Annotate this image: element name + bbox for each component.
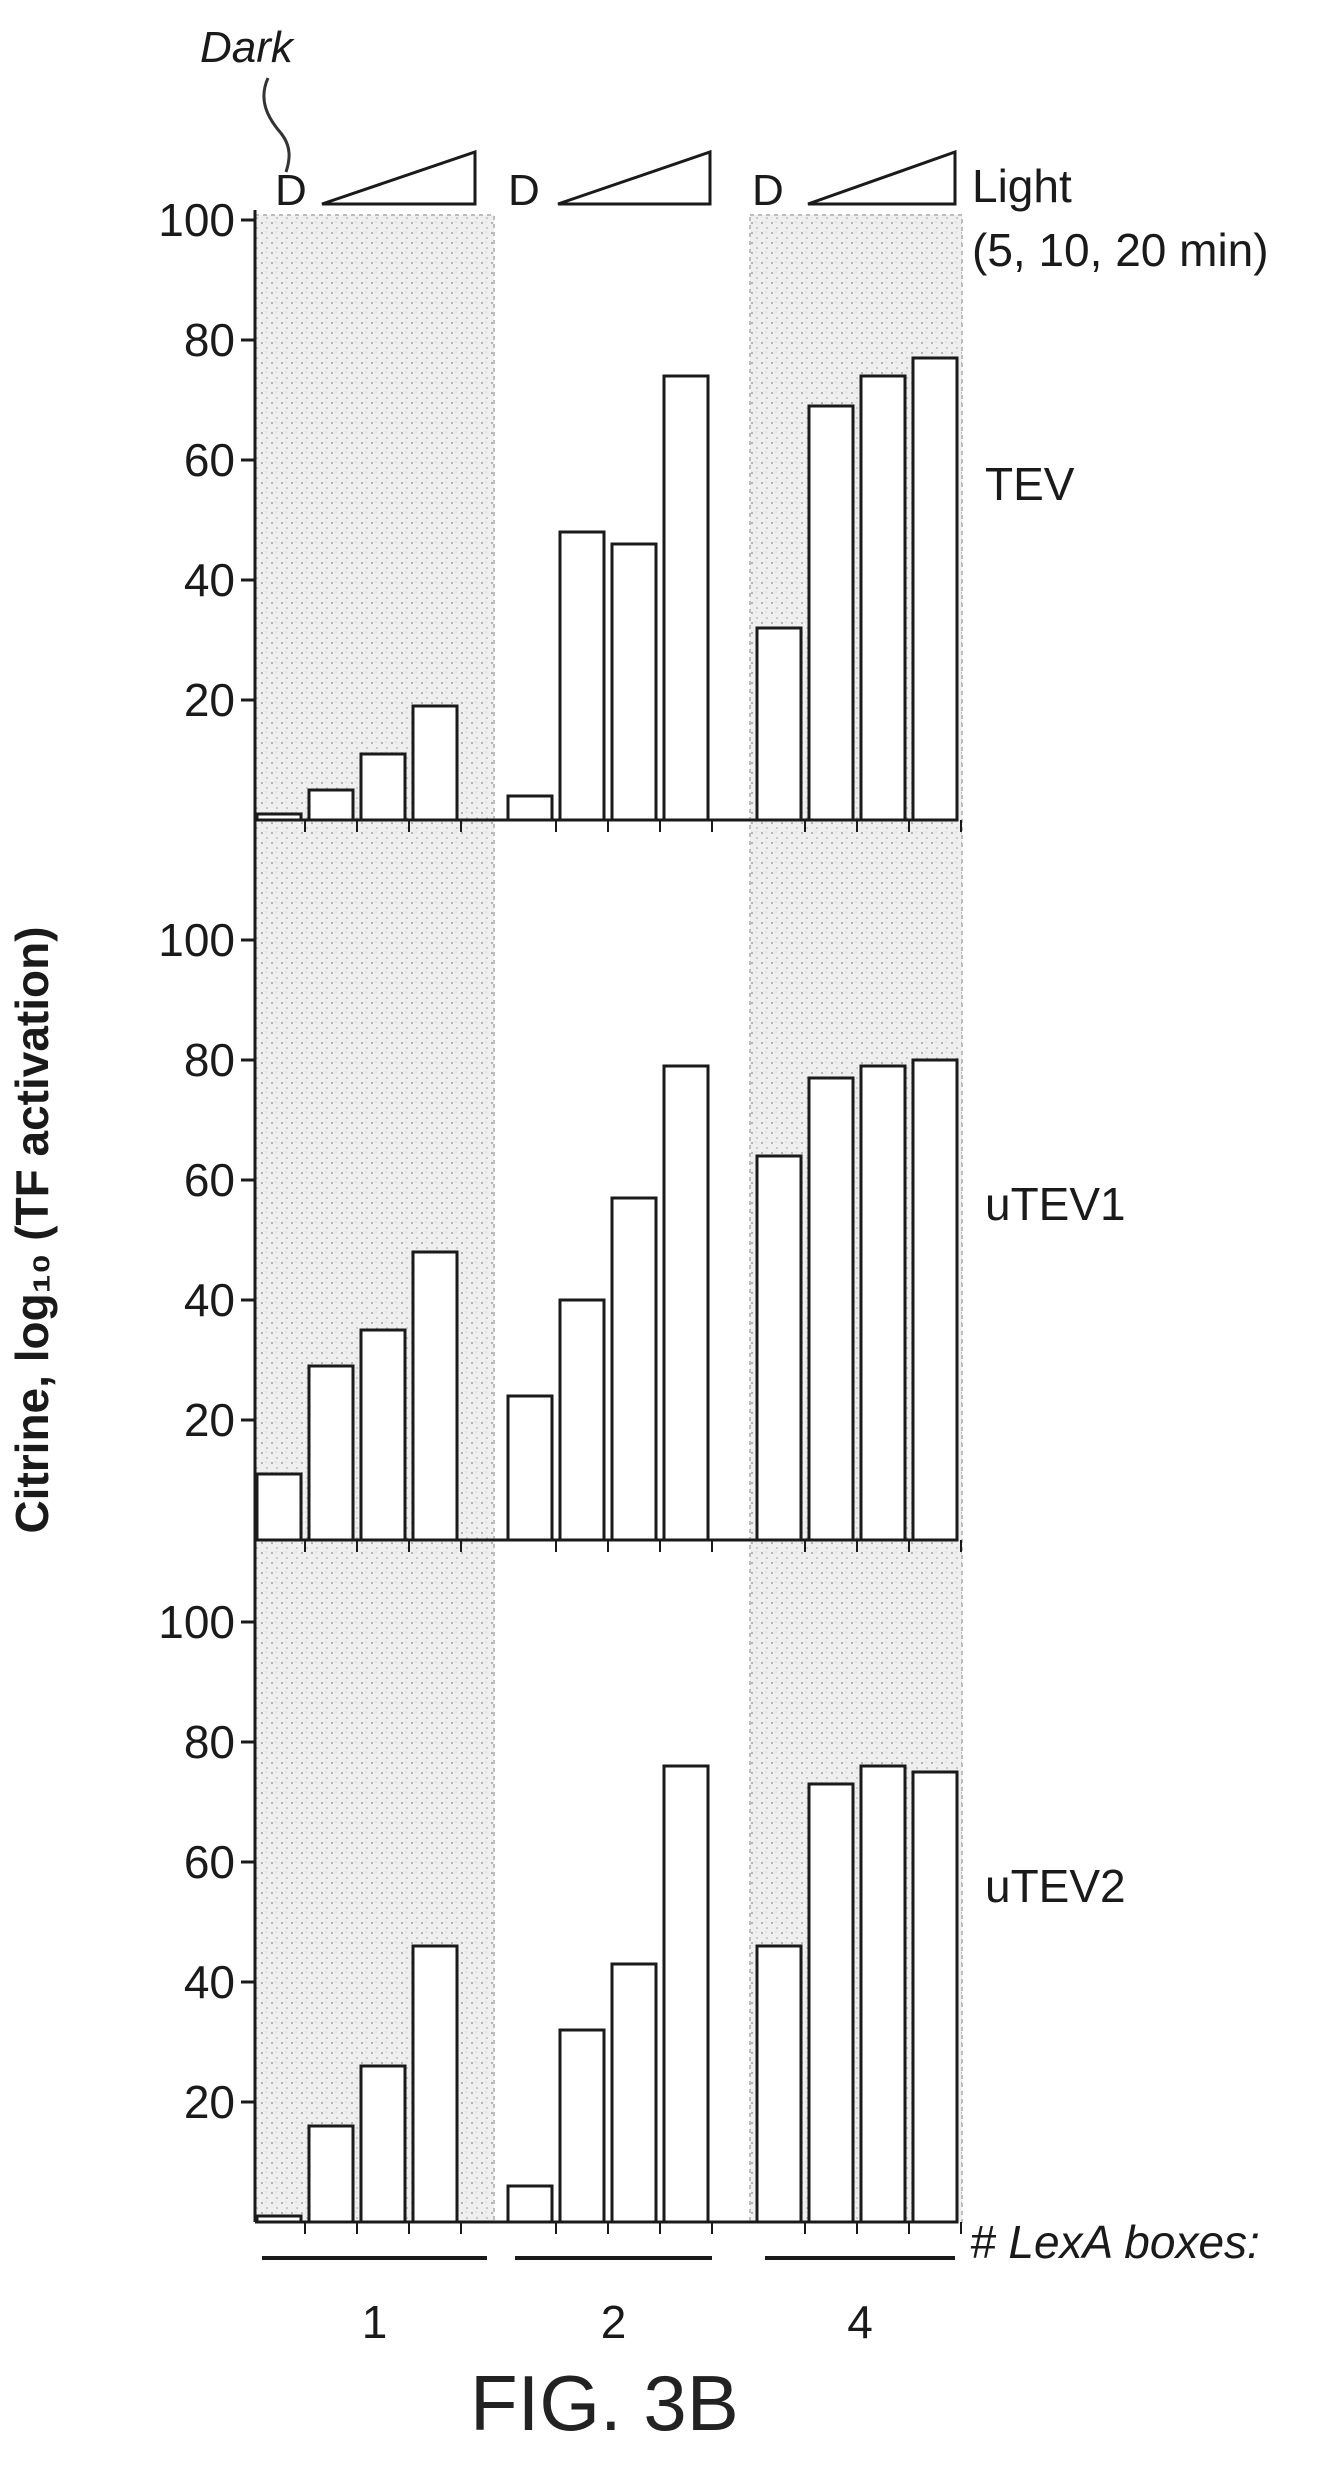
bar-uTEV2-group-2-5min — [558, 2028, 606, 2224]
bar-uTEV1-group-2-10min — [610, 1196, 658, 1542]
group-label-4: 4 — [847, 2296, 873, 2348]
dark-annotation: Dark — [200, 23, 295, 72]
bar-uTEV1-group-2-D — [506, 1394, 554, 1542]
bar-uTEV1-group-4-20min — [911, 1058, 959, 1542]
bar-TEV-group-2-5min — [558, 530, 606, 822]
y-tick-label-uTEV1-20: 20 — [184, 1394, 235, 1446]
dark-marker-group-1: D — [275, 166, 307, 215]
dark-marker-group-2: D — [508, 166, 540, 215]
y-tick-label-uTEV1-100: 100 — [158, 914, 235, 966]
panel-label-TEV: TEV — [985, 458, 1075, 510]
bar-uTEV1-group-1-10min — [359, 1328, 407, 1542]
y-tick-label-uTEV2-60: 60 — [184, 1836, 235, 1888]
x-axis-label: # LexA boxes: — [970, 2216, 1260, 2268]
bar-uTEV2-group-1-5min — [307, 2124, 355, 2224]
shaded-region-group-1 — [254, 214, 495, 2223]
light-sub-label: (5, 10, 20 min) — [972, 224, 1269, 276]
y-tick-label-uTEV2-80: 80 — [184, 1716, 235, 1768]
bar-TEV-group-4-5min — [807, 404, 855, 822]
y-tick-label-TEV-60: 60 — [184, 434, 235, 486]
light-ramp-triangle-group-4 — [807, 149, 957, 206]
bar-uTEV1-group-2-20min — [662, 1064, 710, 1542]
y-tick-label-TEV-20: 20 — [184, 674, 235, 726]
light-label: Light — [972, 160, 1072, 212]
bar-TEV-group-4-D — [755, 626, 803, 822]
y-axis-label: Citrine, log₁₀ (TF activation) — [6, 926, 58, 1533]
y-tick-label-TEV-40: 40 — [184, 554, 235, 606]
bar-uTEV1-group-2-5min — [558, 1298, 606, 1542]
light-ramp-triangle-group-1 — [321, 149, 477, 206]
bar-uTEV1-group-4-5min — [807, 1076, 855, 1542]
bar-uTEV2-group-2-20min — [662, 1764, 710, 2224]
bar-uTEV2-group-1-20min — [411, 1944, 459, 2224]
panel-label-uTEV2: uTEV2 — [985, 1860, 1126, 1912]
bar-uTEV2-group-1-D — [255, 2214, 303, 2224]
bar-uTEV1-group-4-10min — [859, 1064, 907, 1542]
bar-uTEV2-group-2-D — [506, 2184, 554, 2224]
bar-uTEV1-group-1-D — [255, 1472, 303, 1542]
bar-uTEV2-group-4-10min — [859, 1764, 907, 2224]
y-tick-label-uTEV1-60: 60 — [184, 1154, 235, 1206]
group-label-1: 1 — [362, 2296, 388, 2348]
chart-layer: D D D 20 40 60 80 100 TEV 20 40 60 80 100 uTEV1 20 40 60 8… — [158, 149, 1126, 2348]
bar-TEV-group-4-10min — [859, 374, 907, 822]
bar-uTEV2-group-4-D — [755, 1944, 803, 2224]
bar-uTEV2-group-4-20min — [911, 1770, 959, 2224]
group-label-2: 2 — [601, 2296, 627, 2348]
bar-TEV-group-2-10min — [610, 542, 658, 822]
dark-annotation-pointer — [262, 77, 291, 173]
bar-uTEV1-group-1-20min — [411, 1250, 459, 1542]
bar-uTEV2-group-1-10min — [359, 2064, 407, 2224]
y-tick-label-uTEV1-80: 80 — [184, 1034, 235, 1086]
bar-TEV-group-2-D — [506, 794, 554, 822]
y-tick-label-uTEV2-100: 100 — [158, 1596, 235, 1648]
figure-label: FIG. 3B — [470, 2359, 739, 2447]
panel-label-uTEV1: uTEV1 — [985, 1178, 1126, 1230]
bar-TEV-group-4-20min — [911, 356, 959, 822]
y-tick-label-uTEV1-40: 40 — [184, 1274, 235, 1326]
y-tick-label-TEV-80: 80 — [184, 314, 235, 366]
bar-uTEV2-group-2-10min — [610, 1962, 658, 2224]
dark-marker-group-4: D — [752, 166, 784, 215]
y-tick-label-TEV-100: 100 — [158, 194, 235, 246]
bar-uTEV1-group-1-5min — [307, 1364, 355, 1542]
bar-uTEV2-group-4-5min — [807, 1782, 855, 2224]
bar-TEV-group-1-10min — [359, 752, 407, 822]
bar-TEV-group-1-20min — [411, 704, 459, 822]
bar-TEV-group-1-5min — [307, 788, 355, 822]
light-ramp-triangle-group-2 — [557, 149, 712, 206]
bar-uTEV1-group-4-D — [755, 1154, 803, 1542]
y-tick-label-uTEV2-40: 40 — [184, 1956, 235, 2008]
y-tick-label-uTEV2-20: 20 — [184, 2076, 235, 2128]
bar-TEV-group-2-20min — [662, 374, 710, 822]
bar-TEV-group-1-D — [255, 812, 303, 822]
